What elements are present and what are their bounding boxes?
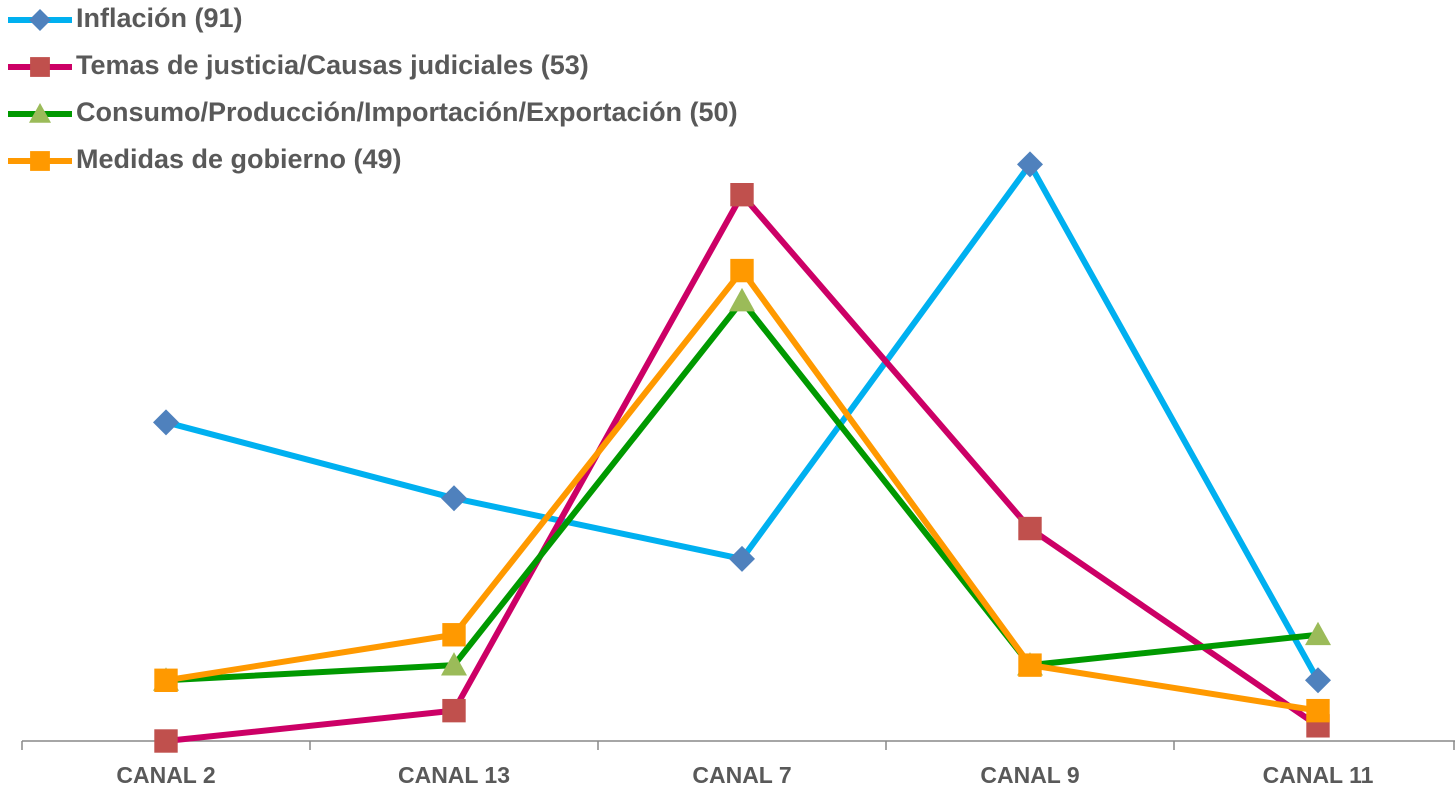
data-point [1018, 516, 1042, 541]
legend-label: Temas de justicia/Causas judiciales (53) [76, 50, 589, 80]
series-line [165, 161, 1321, 682]
legend-marker [29, 9, 51, 31]
legend-marker [30, 151, 50, 171]
x-tick-label: CANAL 9 [980, 762, 1079, 788]
series-line [165, 297, 1319, 684]
data-point [729, 287, 755, 312]
data-point [153, 409, 179, 436]
legend-marker [30, 57, 50, 77]
series-line [165, 267, 1319, 714]
legend-label: Medidas de gobierno (49) [76, 144, 402, 174]
data-point [1018, 653, 1042, 677]
x-tick-label: CANAL 2 [116, 762, 215, 788]
data-point [730, 258, 754, 283]
data-point [154, 729, 178, 753]
legend-label: Consumo/Producción/Importación/Exportaci… [76, 97, 738, 127]
x-tick-label: CANAL 7 [692, 762, 791, 788]
legend-marker [29, 103, 51, 123]
legend-label: Inflación (91) [76, 3, 243, 33]
data-point [1305, 667, 1331, 694]
x-tick-label: CANAL 11 [1263, 762, 1374, 788]
data-point [442, 698, 466, 723]
data-point [1306, 698, 1330, 723]
data-point [1017, 151, 1043, 178]
data-point [730, 183, 754, 207]
data-point [729, 545, 755, 572]
x-tick-label: CANAL 13 [398, 762, 510, 788]
data-point [442, 623, 466, 647]
data-point [441, 652, 467, 676]
data-point [1305, 621, 1331, 646]
data-point [154, 668, 178, 692]
data-point [441, 485, 467, 512]
